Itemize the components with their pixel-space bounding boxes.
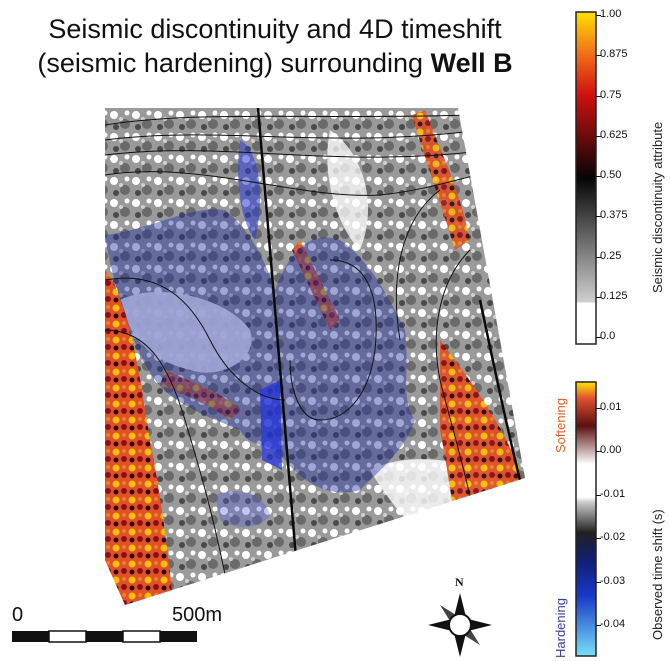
map-title: Seismic discontinuity and 4D timeshift (… [10,12,540,80]
seismic-map [12,108,525,657]
north-arrow-icon [428,593,492,657]
timeshift-tick-mark [596,625,601,626]
discontinuity-tick-label: 0.875 [600,48,628,61]
timeshift-tick-mark [596,538,601,540]
discontinuity-tick-label: 0.75 [600,88,622,101]
well-name: Well B [430,48,513,78]
discontinuity-tick-mark [596,256,601,258]
discontinuity-tick-mark [596,55,601,57]
timeshift-tick-mark [596,581,601,583]
hardening-label: Hardening [553,598,568,658]
timeshift-tick-label: -0.04 [600,618,626,630]
softening-label: Softening [553,398,568,453]
discontinuity-tick-label: 0.25 [600,249,622,262]
discontinuity-tick-label: 0.375 [600,209,628,222]
discontinuity-tick-mark [596,135,601,137]
discontinuity-tick-label: 0.125 [600,289,628,302]
title-line-2-text: (seismic hardening) surrounding [37,48,431,78]
title-line-1: Seismic discontinuity and 4D timeshift [48,14,502,44]
timeshift-tick-label: -0.03 [600,574,626,587]
compass-north-label: N [455,575,464,589]
discontinuity-colorbar-label: Seismic discontinuity attribute [650,121,665,293]
discontinuity-tick-label: 0.625 [600,128,628,141]
scale-end-label: 500m [172,604,223,626]
discontinuity-colorbar [575,11,597,345]
timeshift-tick-mark [596,408,601,409]
title-line-2: (seismic hardening) surrounding Well B [10,46,540,80]
discontinuity-tick-mark [596,176,601,177]
timeshift-tick-mark [596,451,601,453]
discontinuity-tick-label: 0.0 [600,330,616,342]
timeshift-tick-label: 0.00 [600,444,622,457]
timeshift-tick-mark [596,494,601,496]
discontinuity-tick-mark [596,15,601,16]
discontinuity-tick-mark [596,296,601,298]
timeshift-tick-label: 0.01 [600,401,622,413]
timeshift-tick-label: -0.02 [600,531,626,544]
scale-bar [12,630,197,643]
discontinuity-tick-mark [596,216,601,218]
discontinuity-tick-mark [596,95,601,97]
timeshift-colorbar-label: Observed time shift (s) [650,509,665,640]
discontinuity-tick-label: 0.50 [600,169,622,181]
discontinuity-tick-mark [596,337,601,338]
timeshift-colorbar [575,381,597,657]
scale-start-label: 0 [12,604,24,626]
map-image [105,108,525,605]
timeshift-tick-label: -0.01 [600,487,626,500]
discontinuity-tick-label: 1.00 [600,8,622,20]
